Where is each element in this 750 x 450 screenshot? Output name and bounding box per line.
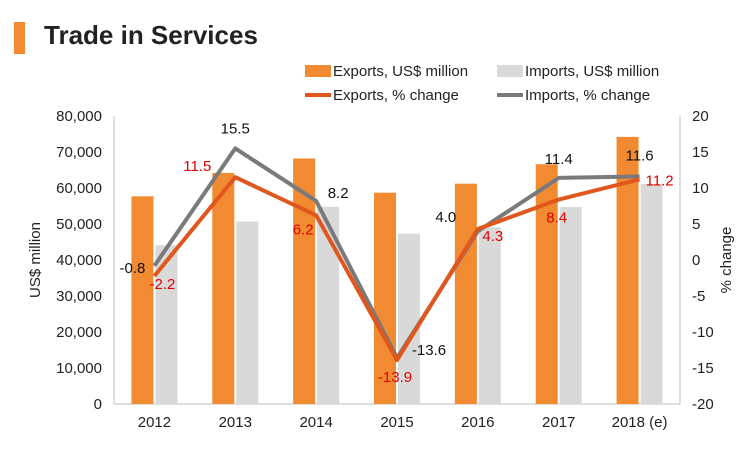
exports-change-label: 11.2 [646,172,674,189]
imports-change-label: 11.6 [626,147,654,164]
imports-change-label: -0.8 [119,260,145,277]
y2-tick-label: -15 [692,360,714,377]
x-tick-label: 2012 [138,414,171,431]
x-tick-label: 2018 (e) [612,414,668,431]
y2-tick-label: -20 [692,396,714,413]
exports-bar [535,164,558,404]
x-tick-label: 2013 [219,414,252,431]
y-tick-label: 50,000 [56,216,102,233]
imports-change-label: 11.4 [545,151,573,168]
exports-change-label: 4.3 [482,228,503,245]
y2-tick-label: 0 [692,252,700,269]
y2-tick-label: -10 [692,324,714,341]
exports-bar [454,183,477,404]
legend-imports-bar-swatch [497,65,523,77]
x-tick-label: 2015 [380,414,413,431]
y2-tick-label: 20 [692,108,709,125]
exports-change-line [152,175,641,363]
exports-bar [293,158,316,404]
legend-exports-bar-label: Exports, US$ million [333,63,468,80]
y2-tick-label: 5 [692,216,700,233]
y-tick-label: 40,000 [56,252,102,269]
imports-change-label: 8.2 [328,185,349,202]
exports-change-label: 11.5 [183,158,211,175]
imports-bar [478,227,501,404]
y-axis-title: US$ million [27,222,44,298]
page-title: Trade in Services [44,20,258,50]
imports-bar [317,206,340,404]
y-tick-label: 10,000 [56,360,102,377]
imports-bar [640,184,663,404]
title-accent-bar [14,22,25,54]
exports-bar [616,136,639,404]
y-tick-label: 30,000 [56,288,102,305]
imports-bar [155,245,178,404]
imports-change-label: -13.6 [412,342,446,359]
legend-imports-bar-label: Imports, US$ million [525,63,659,80]
imports-change-label: 4.0 [435,209,456,226]
exports-bar [131,196,154,404]
legend-exports-bar-swatch [305,65,331,77]
exports-change-label: 6.2 [293,221,314,238]
x-tick-label: 2014 [299,414,332,431]
y2-tick-label: 15 [692,144,709,161]
imports-bar [559,207,582,404]
exports-change-label: 8.4 [546,210,567,227]
y-tick-label: 70,000 [56,144,102,161]
x-tick-label: 2017 [542,414,575,431]
imports-bar [236,221,259,404]
y-tick-label: 0 [94,396,102,413]
y2-tick-label: -5 [692,288,705,305]
exports-change-label: -2.2 [149,276,175,293]
exports-bar [212,172,235,404]
y2-tick-label: 10 [692,180,709,197]
y-tick-label: 60,000 [56,180,102,197]
y-tick-label: 80,000 [56,108,102,125]
legend-exports-line-label: Exports, % change [333,87,459,104]
legend-imports-line-label: Imports, % change [525,87,650,104]
imports-bar [398,233,420,404]
y2-axis-title: % change [718,227,735,294]
exports-change-label: -13.9 [378,369,412,386]
imports-change-label: 15.5 [221,120,250,137]
x-tick-label: 2016 [461,414,494,431]
y-tick-label: 20,000 [56,324,102,341]
